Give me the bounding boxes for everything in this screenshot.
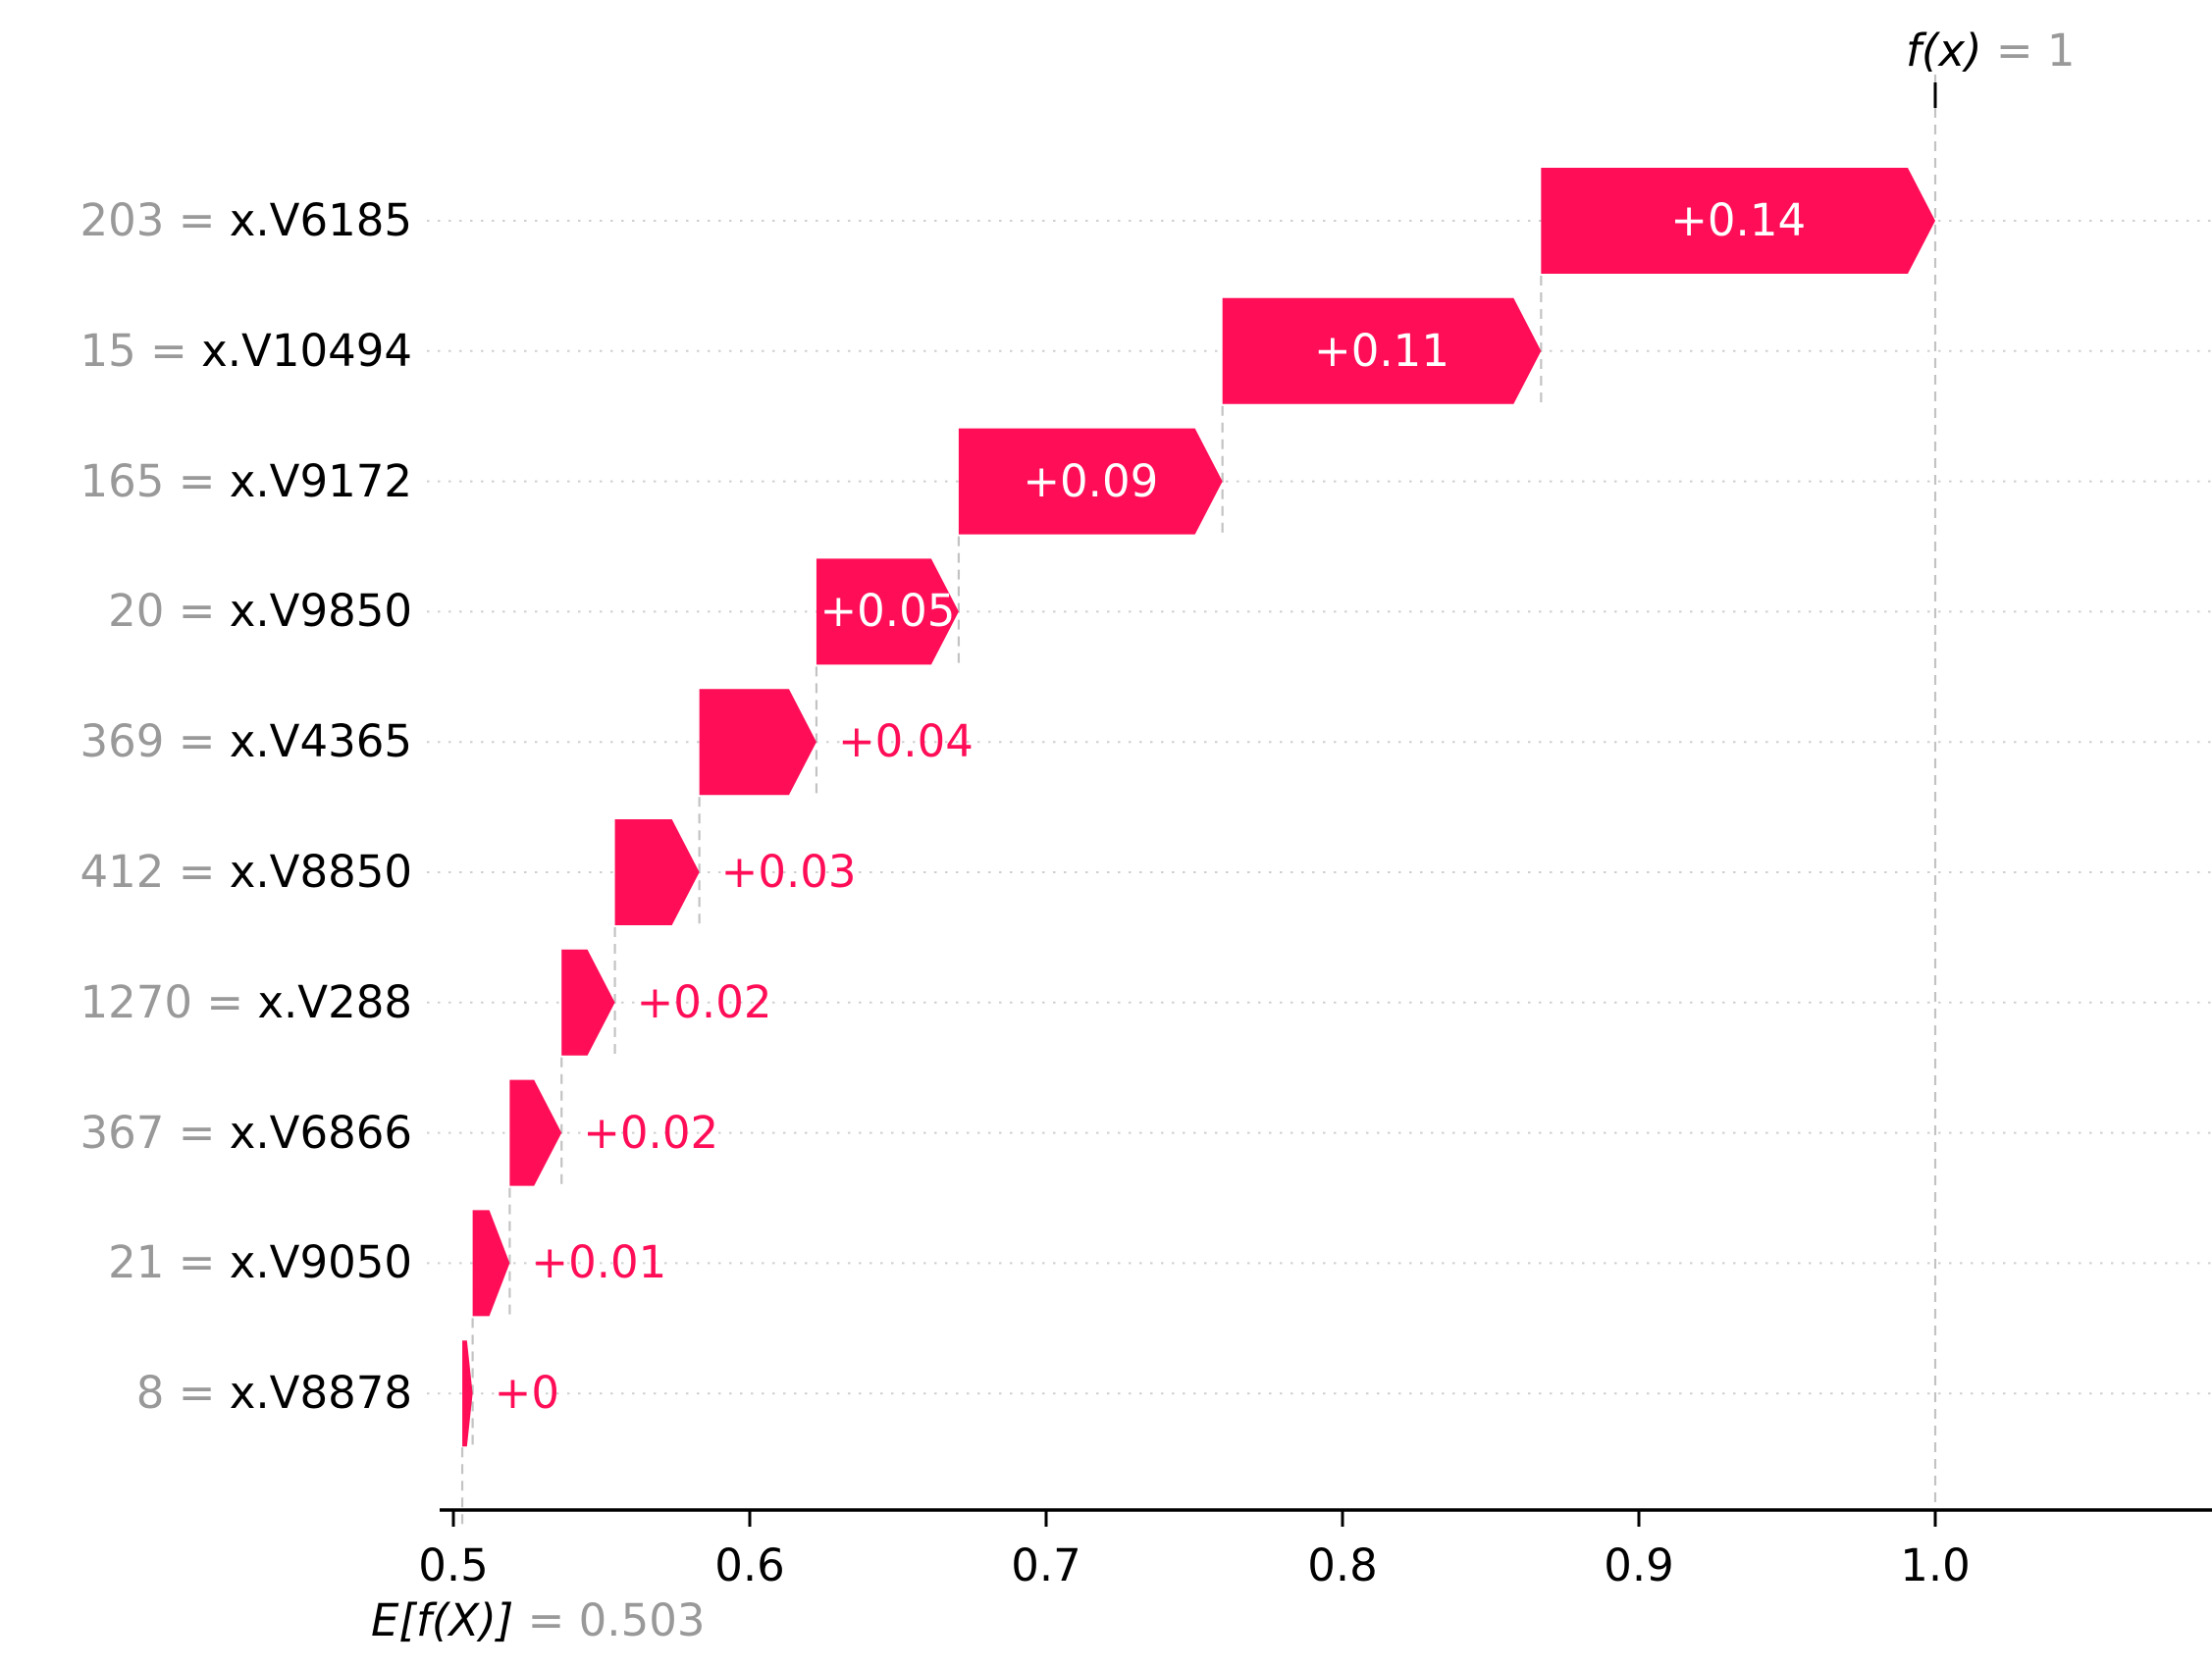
feature-label: 20 = x.V9850 [108,584,412,639]
shap-bar [472,1210,510,1317]
shap-bar [509,1079,562,1186]
bar-value-label: +0.04 [837,715,974,768]
feature-data-value: 367 = [79,1106,230,1159]
feature-label: 1270 = x.V288 [80,975,412,1030]
x-tick-label: 1.0 [1900,1539,1971,1591]
fx-output-value: 1 [2046,25,2076,77]
expected-value-lhs: E[f(X)] [371,1594,514,1646]
feature-data-value: 15 = [79,324,202,377]
feature-label: 203 = x.V6185 [80,193,412,248]
feature-name: x.V8850 [229,846,412,898]
fx-output-label: f(x) = 1 [1906,24,2076,78]
shap-bar [816,558,959,665]
bar-value-label: +0.03 [720,846,857,898]
bar-value-label: +0.14 [1670,194,1807,246]
feature-name: x.V6185 [229,194,412,246]
feature-data-value: 1270 = [79,975,258,1028]
feature-name: x.V9172 [229,454,412,507]
fx-output-lhs: f(x) [1906,25,1982,77]
feature-label: 367 = x.V6866 [80,1106,412,1161]
x-tick-label: 0.7 [1011,1539,1081,1591]
feature-name: x.V8878 [229,1367,412,1420]
feature-label: 165 = x.V9172 [80,454,412,509]
shap-bar [462,1340,473,1447]
shap-bar [1541,168,1935,274]
bar-value-label: +0.02 [583,1106,719,1159]
feature-label: 369 = x.V4365 [80,714,412,769]
bar-value-label: +0.11 [1314,324,1449,377]
bar-value-label: +0.01 [531,1236,667,1289]
x-tick-label: 0.9 [1604,1539,1674,1591]
feature-label: 8 = x.V8878 [136,1366,412,1421]
bar-value-label: +0.05 [819,585,956,638]
x-tick-label: 0.6 [714,1539,785,1591]
feature-data-value: 21 = [108,1236,230,1289]
expected-value-equals: = [513,1594,579,1646]
shap-bar [614,819,700,925]
x-tick-label: 0.8 [1307,1539,1378,1591]
feature-data-value: 369 = [79,715,230,768]
expected-value-label: E[f(X)] = 0.503 [371,1593,705,1648]
feature-label: 412 = x.V8850 [80,845,412,900]
feature-name: x.V9850 [229,585,412,638]
feature-data-value: 203 = [79,194,230,246]
feature-label: 15 = x.V10494 [80,324,412,379]
feature-name: x.V9050 [229,1236,412,1289]
feature-data-value: 20 = [108,585,230,638]
bar-value-label: +0.02 [636,975,772,1028]
bar-value-label: +0.09 [1023,454,1159,507]
feature-name: x.V10494 [201,324,412,377]
feature-data-value: 165 = [79,454,230,507]
feature-data-value: 8 = [135,1367,230,1420]
feature-data-value: 412 = [79,846,230,898]
feature-label: 21 = x.V9050 [108,1235,412,1290]
feature-name: x.V288 [257,975,412,1028]
shap-bar [699,689,816,796]
fx-output-equals: = [1981,25,2047,77]
x-tick-label: 0.5 [418,1539,489,1591]
shap-bar [1222,297,1542,404]
feature-name: x.V6866 [229,1106,412,1159]
shap-bar [561,949,615,1056]
expected-value-number: 0.503 [578,1594,706,1646]
bar-value-label: +0 [494,1367,559,1420]
shap-bar [958,428,1223,535]
feature-name: x.V4365 [229,715,412,768]
